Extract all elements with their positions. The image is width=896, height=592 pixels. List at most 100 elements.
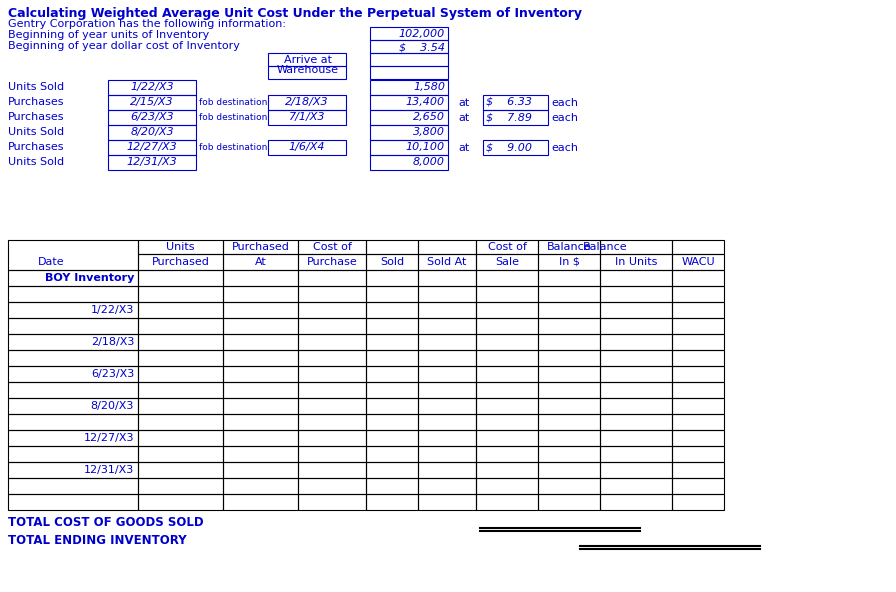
Text: 12/31/X3: 12/31/X3	[83, 465, 134, 475]
Bar	[366, 334, 418, 350]
Text: 102,000: 102,000	[399, 29, 445, 39]
Text: 2/18/X3: 2/18/X3	[90, 337, 134, 347]
Bar	[600, 398, 672, 414]
Bar	[366, 462, 418, 478]
Text: Warehouse: Warehouse	[277, 65, 339, 75]
Bar	[672, 286, 724, 302]
Bar	[366, 430, 418, 446]
Text: Units Sold: Units Sold	[8, 127, 65, 137]
Bar	[600, 478, 672, 494]
Bar	[8, 398, 138, 414]
Text: Purchased: Purchased	[151, 257, 210, 267]
Bar	[538, 446, 600, 462]
Text: 6/23/X3: 6/23/X3	[130, 112, 174, 122]
Bar	[8, 366, 138, 382]
Text: 8/20/X3: 8/20/X3	[90, 401, 134, 411]
Text: 8,000: 8,000	[413, 157, 445, 167]
Text: 13,400: 13,400	[406, 97, 445, 107]
Bar	[476, 302, 538, 318]
Text: 6/23/X3: 6/23/X3	[90, 369, 134, 379]
Text: fob destination: fob destination	[199, 98, 267, 107]
Text: 1/6/X4: 1/6/X4	[289, 142, 325, 152]
Bar	[138, 318, 223, 334]
Text: Units Sold: Units Sold	[8, 157, 65, 167]
Text: Balance: Balance	[582, 242, 627, 252]
Bar	[366, 318, 418, 334]
Bar	[418, 286, 476, 302]
Bar	[298, 398, 366, 414]
Text: Purchases: Purchases	[8, 142, 65, 152]
Text: Purchased: Purchased	[231, 242, 289, 252]
Bar	[223, 318, 298, 334]
Text: TOTAL COST OF GOODS SOLD: TOTAL COST OF GOODS SOLD	[8, 516, 203, 529]
Bar	[538, 430, 600, 446]
Bar	[8, 462, 138, 478]
Bar	[223, 240, 298, 254]
Bar	[298, 334, 366, 350]
Bar	[418, 318, 476, 334]
Bar	[538, 334, 600, 350]
Bar	[8, 286, 138, 302]
Bar	[538, 302, 600, 318]
Bar	[672, 430, 724, 446]
Bar	[108, 140, 196, 155]
Bar	[298, 240, 366, 254]
Text: 12/31/X3: 12/31/X3	[126, 157, 177, 167]
Bar	[418, 494, 476, 510]
Bar	[366, 350, 418, 366]
Text: 8/20/X3: 8/20/X3	[130, 127, 174, 137]
Bar	[600, 430, 672, 446]
Bar	[138, 430, 223, 446]
Bar	[538, 350, 600, 366]
Text: Calculating Weighted Average Unit Cost Under the Perpetual System of Inventory: Calculating Weighted Average Unit Cost U…	[8, 7, 582, 20]
Bar	[8, 350, 138, 366]
Text: 12/27/X3: 12/27/X3	[126, 142, 177, 152]
Bar	[223, 270, 298, 286]
Text: 10,100: 10,100	[406, 142, 445, 152]
Bar	[538, 462, 600, 478]
Bar	[476, 286, 538, 302]
Bar	[268, 140, 346, 155]
Bar	[8, 494, 138, 510]
Bar	[223, 302, 298, 318]
Bar	[538, 382, 600, 398]
Text: $    7.89: $ 7.89	[486, 112, 532, 122]
Bar	[366, 302, 418, 318]
Bar	[138, 446, 223, 462]
Bar	[366, 240, 418, 254]
Bar	[370, 95, 448, 110]
Bar	[138, 398, 223, 414]
Bar	[600, 382, 672, 398]
Text: Purchases: Purchases	[8, 112, 65, 122]
Bar	[418, 462, 476, 478]
Bar	[538, 254, 600, 270]
Text: each: each	[551, 143, 578, 153]
Bar	[672, 478, 724, 494]
Bar	[223, 334, 298, 350]
Bar	[476, 334, 538, 350]
Bar	[476, 254, 538, 270]
Text: Beginning of year dollar cost of Inventory: Beginning of year dollar cost of Invento…	[8, 41, 240, 51]
Bar	[366, 366, 418, 382]
Bar	[370, 110, 448, 125]
Bar	[370, 80, 448, 95]
Bar	[600, 350, 672, 366]
Bar	[672, 462, 724, 478]
Bar	[366, 494, 418, 510]
Bar	[8, 446, 138, 462]
Bar	[672, 494, 724, 510]
Text: In Units: In Units	[615, 257, 657, 267]
Bar	[418, 430, 476, 446]
Text: at: at	[458, 98, 470, 108]
Text: Sold At: Sold At	[427, 257, 467, 267]
Bar	[538, 478, 600, 494]
Bar	[268, 66, 346, 79]
Bar	[366, 414, 418, 430]
Bar	[8, 240, 138, 270]
Bar	[298, 494, 366, 510]
Bar	[370, 40, 448, 53]
Bar	[8, 302, 138, 318]
Text: 2/18/X3: 2/18/X3	[285, 97, 329, 107]
Bar	[223, 398, 298, 414]
Bar	[223, 478, 298, 494]
